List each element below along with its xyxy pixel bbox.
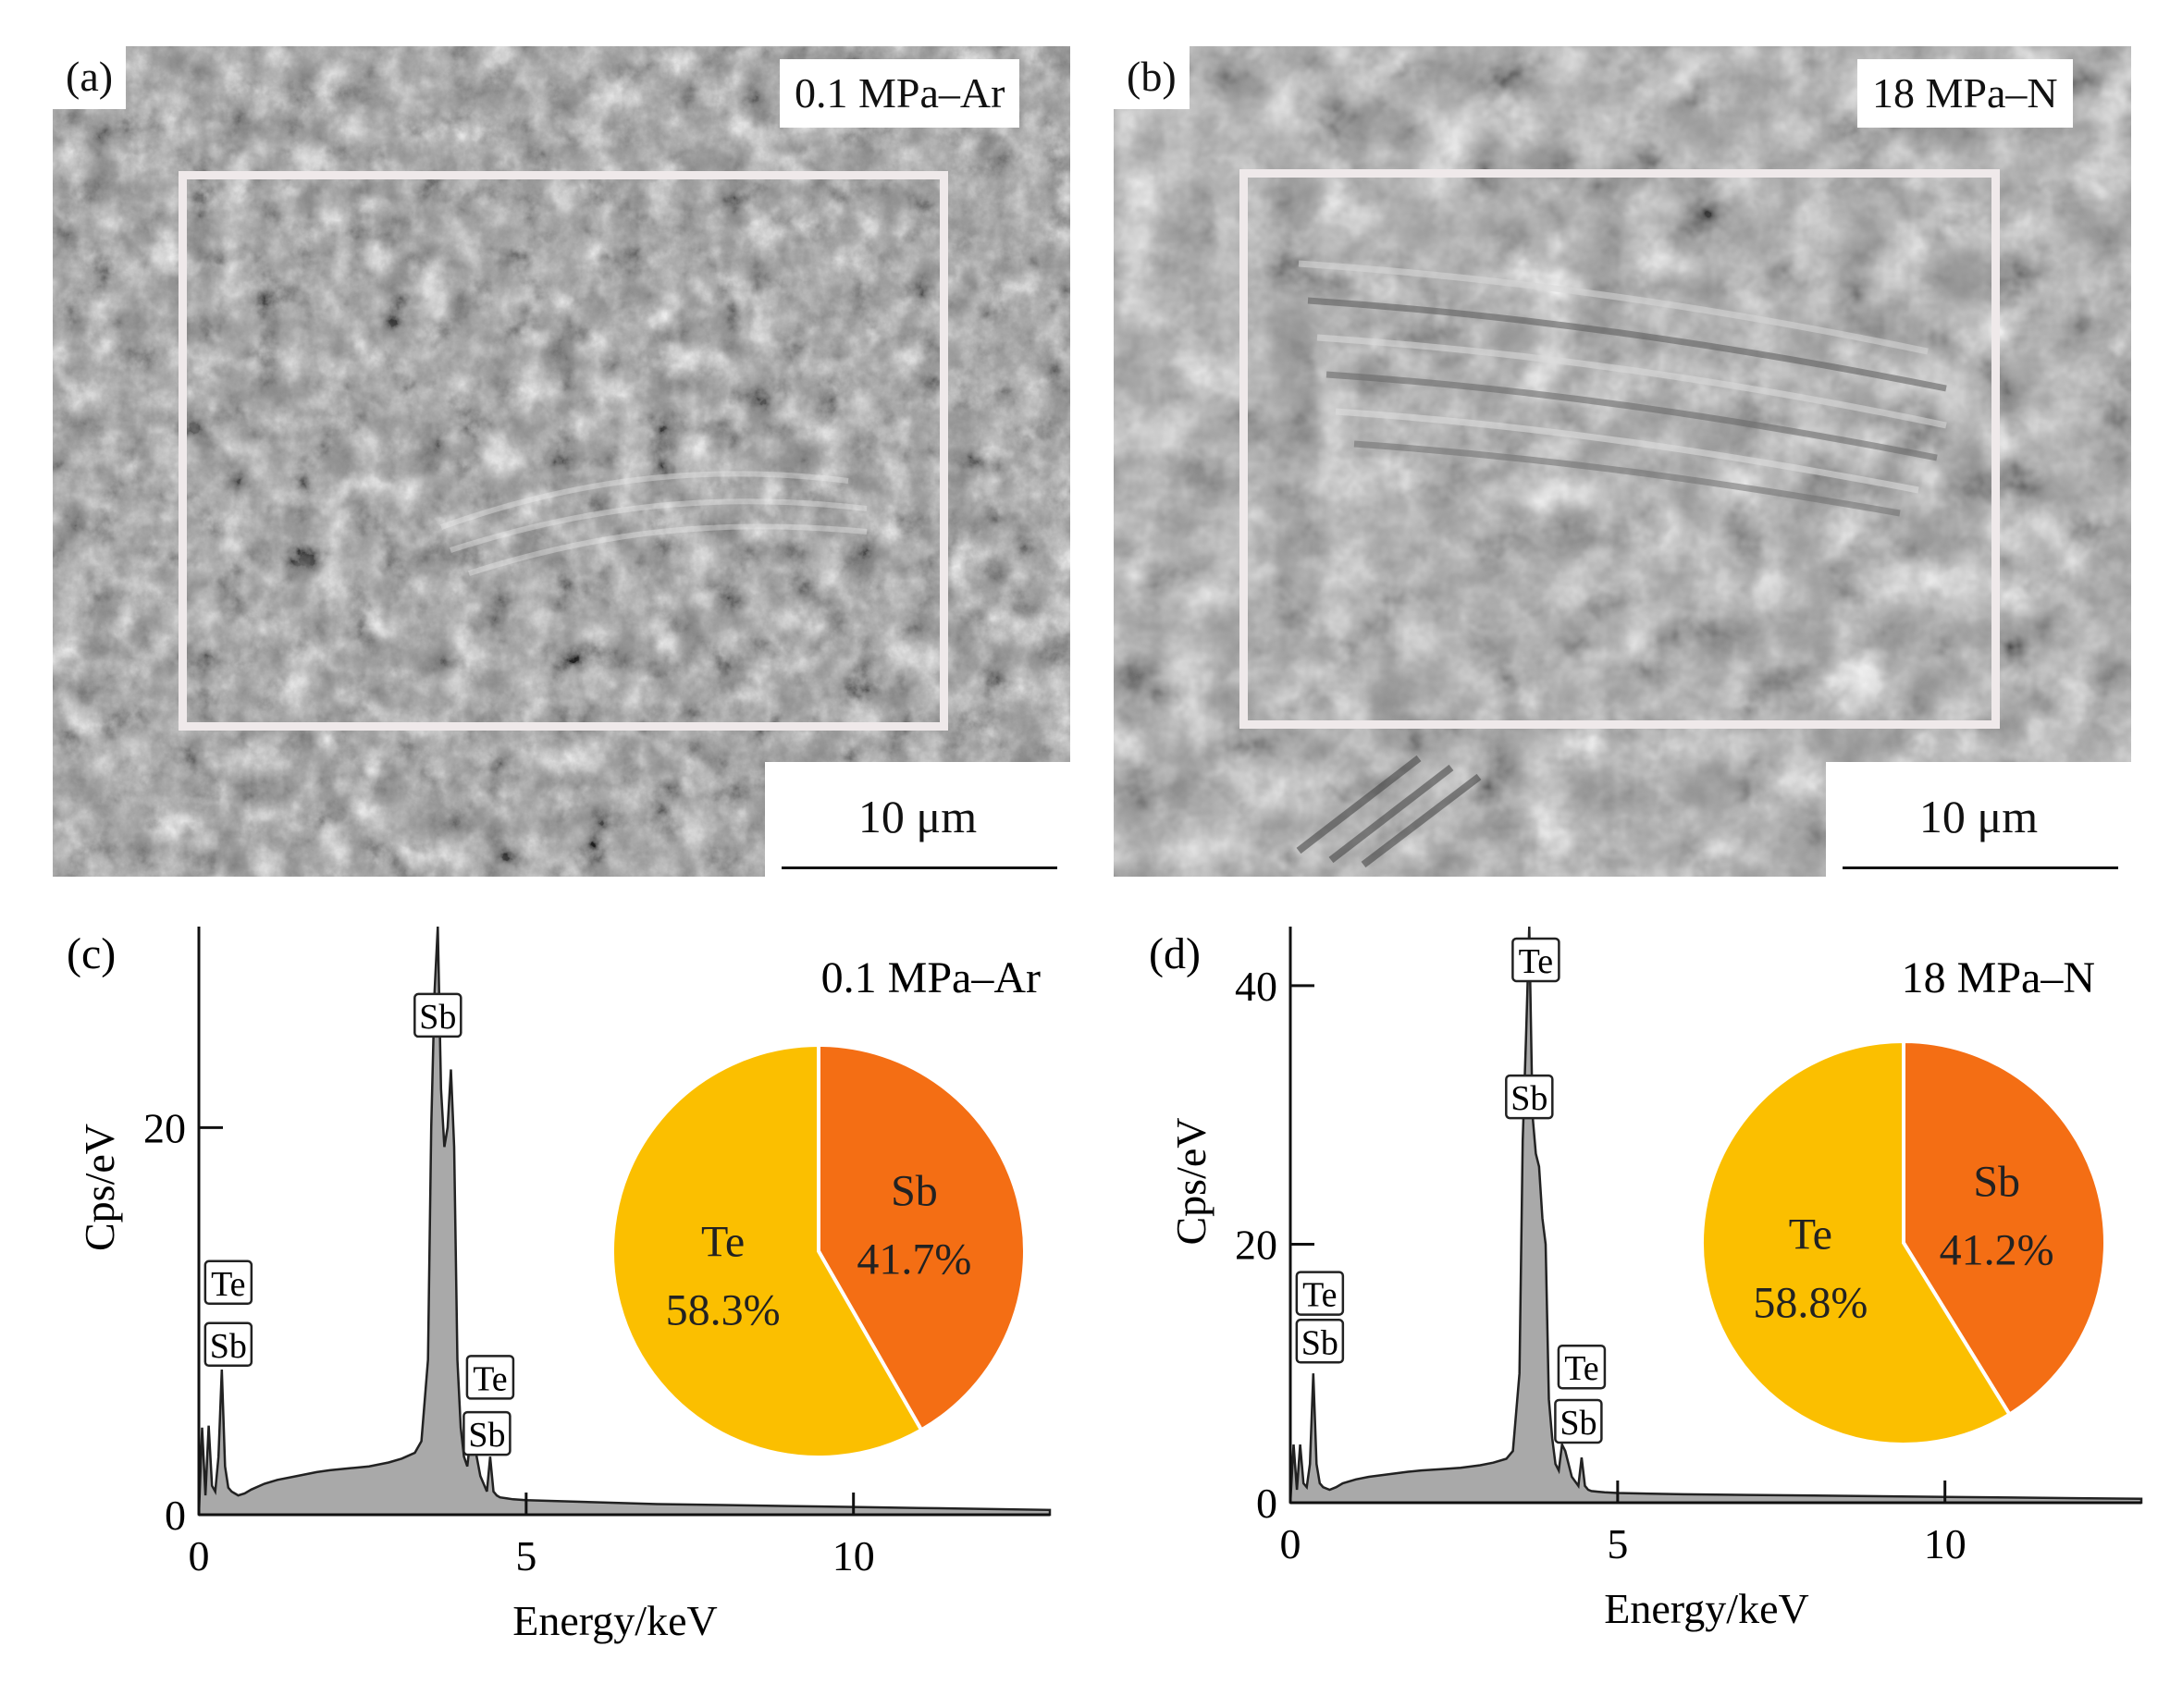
sem-texture-b <box>1114 46 2131 877</box>
pie-label-element: Te <box>1789 1210 1832 1259</box>
scale-line-b <box>1843 866 2118 869</box>
peak-label: Sb <box>1301 1323 1338 1362</box>
peak-label-box <box>203 1259 253 1306</box>
pie-slice-sb <box>817 1042 1027 1433</box>
peak-label-box <box>1505 1074 1554 1120</box>
peak-label-box <box>1554 1398 1603 1444</box>
pie-slice-te <box>1700 1038 2013 1446</box>
panel-a: (a) 0.1 MPa–Ar 10 μm <box>0 0 1082 888</box>
y-axis-title: Cps/eV <box>1167 1118 1214 1246</box>
pie-label-percent: 41.2% <box>1940 1225 2054 1274</box>
y-tick-label: 20 <box>143 1104 186 1151</box>
peak-label-box <box>465 1355 515 1400</box>
x-axis-title: Energy/keV <box>1604 1585 1808 1632</box>
scale-bar-a: 10 μm <box>765 762 1070 877</box>
peak-label: Te <box>473 1359 507 1398</box>
pie-label-percent: 58.3% <box>666 1286 781 1335</box>
roi-box-a <box>179 171 948 731</box>
peak-label: Sb <box>419 998 456 1037</box>
peak-label: Te <box>211 1265 245 1304</box>
condition-label: 18 MPa–N <box>1902 953 2095 1002</box>
peak-label: Te <box>1302 1276 1337 1315</box>
peak-label: Sb <box>1560 1404 1597 1443</box>
sem-image-b <box>1114 46 2131 877</box>
x-tick-label: 10 <box>1924 1520 1967 1567</box>
pie-label-element: Sb <box>891 1166 938 1215</box>
x-tick-label: 5 <box>1607 1520 1628 1567</box>
peak-label-box <box>1557 1344 1607 1390</box>
peak-label-box <box>1295 1271 1345 1316</box>
pie-label-percent: 58.8% <box>1753 1279 1868 1328</box>
scale-line-a <box>782 866 1057 869</box>
peak-label: Te <box>1564 1349 1598 1388</box>
panel-label-b: (b) <box>1114 46 1190 109</box>
x-tick-label: 5 <box>515 1532 536 1579</box>
y-tick-label: 0 <box>165 1492 186 1539</box>
y-tick-label: 40 <box>1235 963 1277 1010</box>
panel-label-a: (a) <box>53 46 127 109</box>
pie-label-element: Te <box>701 1218 745 1267</box>
peak-label-box <box>1295 1319 1345 1364</box>
peak-label: Sb <box>468 1416 505 1455</box>
roi-box-b <box>1239 169 2000 729</box>
panel-label: (c) <box>67 929 116 978</box>
panel-b: (b) 18 MPa–N 10 μm <box>1082 0 2170 888</box>
peak-label-box <box>1511 937 1560 983</box>
y-tick-label: 0 <box>1256 1480 1277 1527</box>
condition-label: 0.1 MPa–Ar <box>821 953 1041 1002</box>
peak-label-box <box>413 992 462 1038</box>
pie-slice-te <box>610 1042 924 1459</box>
x-tick-label: 0 <box>189 1532 210 1579</box>
peak-label-box <box>462 1410 512 1456</box>
x-axis-title: Energy/keV <box>512 1597 717 1644</box>
scale-label-a: 10 μm <box>857 791 978 842</box>
sem-image-a <box>53 46 1070 877</box>
condition-label-a: 0.1 MPa–Ar <box>780 59 1020 128</box>
eds-chart-c: (c) 0.1 MPa–Ar 0 20 0 5 10 Energy/keV Cps/eV Te Sb… <box>67 926 1052 1644</box>
scale-bar-b: 10 μm <box>1826 762 2131 877</box>
pie-label-element: Sb <box>1973 1157 2020 1206</box>
panel-label: (d) <box>1149 929 1201 978</box>
peak-label: Sb <box>210 1327 247 1366</box>
sem-texture-a <box>53 46 1070 877</box>
y-tick-label: 20 <box>1235 1221 1277 1268</box>
x-tick-label: 0 <box>1280 1520 1301 1567</box>
peak-label-box <box>203 1321 253 1368</box>
y-axis-title: Cps/eV <box>76 1124 123 1251</box>
x-tick-label: 10 <box>832 1532 875 1579</box>
peak-label: Te <box>1519 942 1553 981</box>
scale-label-b: 10 μm <box>1918 791 2039 842</box>
pie-label-percent: 41.7% <box>857 1235 971 1284</box>
peak-label: Sb <box>1510 1079 1547 1118</box>
eds-chart-d: (d) 18 MPa–N 0 20 40 0 5 10 Energy/keV Cps/eV Te Sb… <box>1149 926 2143 1632</box>
condition-label-b: 18 MPa–N <box>1857 59 2073 128</box>
spectrum-area <box>1288 926 2143 1505</box>
